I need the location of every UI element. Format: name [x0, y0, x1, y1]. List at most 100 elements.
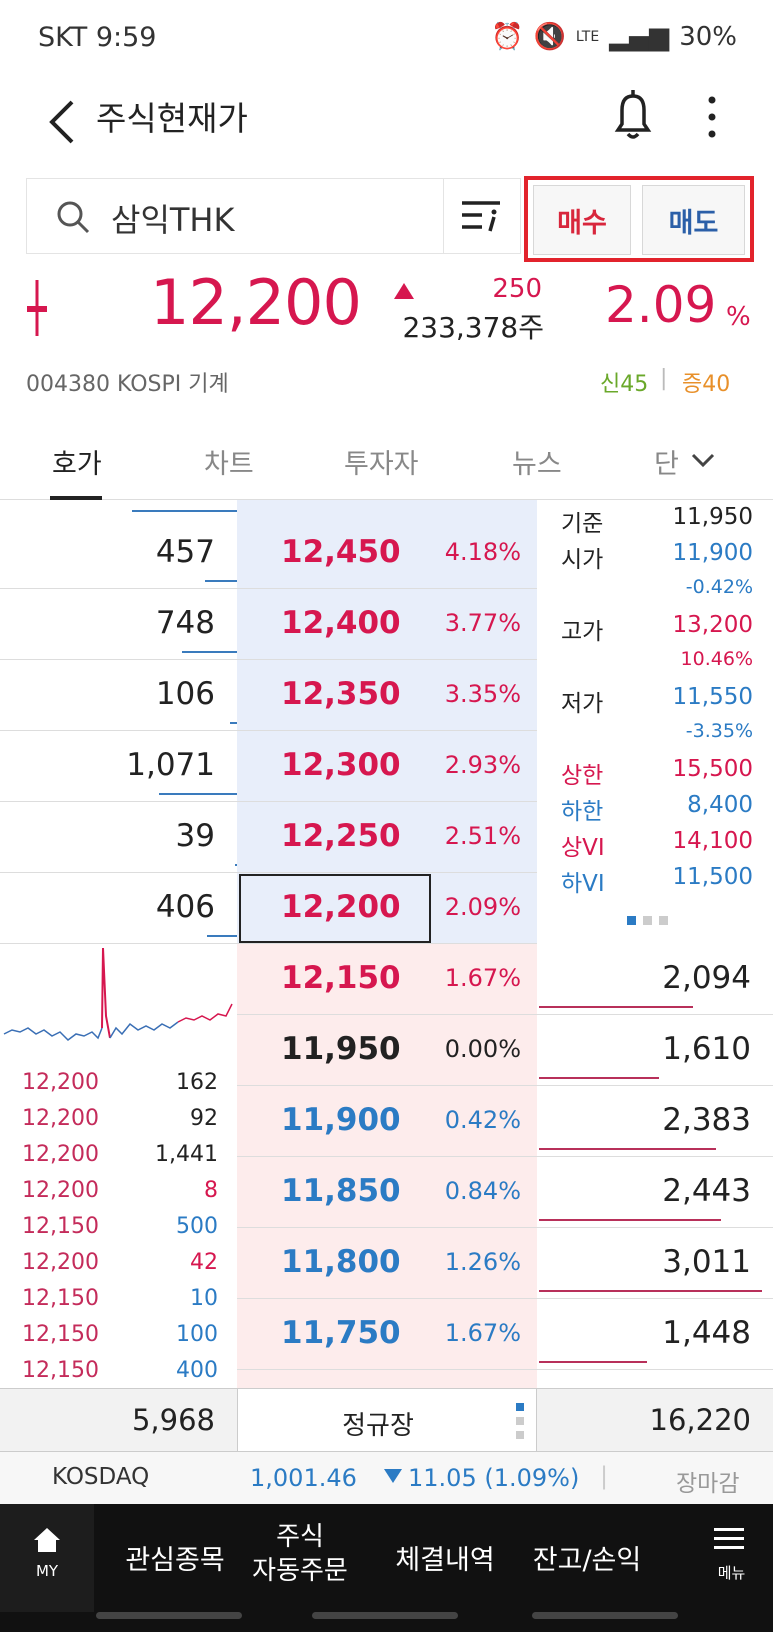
ask-total: 5,968 [0, 1389, 237, 1451]
bid-price: 11,900 [281, 1102, 401, 1138]
tab-chart[interactable]: 차트 [204, 449, 254, 480]
candle-icon [26, 280, 48, 336]
low-price: 11,550 [672, 684, 753, 710]
bid-row[interactable]: 2,094 [537, 944, 773, 1015]
trade-volume: 500 [176, 1214, 218, 1239]
session-selector[interactable]: 정규장 [237, 1389, 537, 1451]
ask-qty: 1,071 [126, 747, 215, 783]
bid-total-value: 16,220 [649, 1403, 751, 1437]
bid-row[interactable]: 1,448 [537, 1299, 773, 1370]
nav-my-label: MY [35, 1562, 59, 1580]
ask-volume-bar [230, 722, 237, 724]
ask-row[interactable]: 406 [0, 873, 237, 944]
trade-price: 12,200 [22, 1178, 99, 1203]
high-label: 고가 [561, 619, 604, 645]
ask-price-row[interactable]: 12,200 2.09% [237, 873, 537, 944]
ask-volume-bar [182, 651, 237, 653]
bell-icon[interactable] [608, 86, 658, 146]
upper-limit-price: 15,500 [672, 756, 753, 782]
buy-button[interactable]: 매수 [533, 185, 631, 255]
bid-row[interactable]: 1,610 [537, 1015, 773, 1086]
nav-balance[interactable]: 잔고/손익 [532, 1545, 642, 1576]
nav-executions[interactable]: 체결내역 [395, 1545, 495, 1576]
price-stats-panel[interactable]: 기준 11,950 시가 11,900 -0.42% 고가 13,200 10.… [537, 500, 773, 944]
index-separator: | [600, 1462, 609, 1490]
ask-volume-bar [235, 864, 237, 866]
bid-price-row[interactable]: 11,900 0.42% [237, 1086, 537, 1157]
bid-rate: 0.42% [444, 1106, 521, 1134]
bid-rate: 1.67% [444, 1319, 521, 1347]
bid-row[interactable]: 2,383 [537, 1086, 773, 1157]
tab-investor[interactable]: 투자자 [344, 449, 419, 480]
trade-price: 12,150 [22, 1358, 99, 1383]
ask-qty: 106 [155, 676, 215, 712]
stock-search[interactable]: 삼익THK [26, 178, 444, 254]
nav-menu[interactable]: 메뉴 [690, 1504, 773, 1612]
lower-limit-label: 하한 [561, 799, 604, 825]
ask-rate: 2.51% [444, 822, 521, 850]
lower-limit-price: 8,400 [687, 792, 753, 818]
bid-row[interactable]: 2,443 [537, 1157, 773, 1228]
alarm-icon: ⏰ [491, 22, 524, 52]
ask-rate: 2.09% [444, 893, 521, 921]
bid-price-row[interactable]: 11,750 1.67% [237, 1299, 537, 1370]
bid-price: 11,800 [281, 1244, 401, 1280]
trade-row: 12,150 400 [22, 1358, 218, 1394]
ask-volume-bar-top [132, 510, 237, 512]
ask-price: 12,350 [281, 676, 401, 712]
trade-volume: 100 [176, 1322, 218, 1347]
ask-price-row[interactable]: 12,400 3.77% [237, 589, 537, 660]
ask-price-row[interactable]: 12,450 4.18% [237, 518, 537, 589]
ask-row[interactable]: 1,071 [0, 731, 237, 802]
nav-auto-order[interactable]: 주식 자동주문 [244, 1520, 356, 1588]
system-gesture-bar [96, 1612, 242, 1619]
sell-button[interactable]: 매도 [642, 185, 745, 255]
trade-row: 12,150 10 [22, 1286, 218, 1322]
bid-price-row[interactable]: 11,800 1.26% [237, 1228, 537, 1299]
ask-price-row[interactable]: 12,250 2.51% [237, 802, 537, 873]
trade-volume: 400 [176, 1358, 218, 1383]
ask-row[interactable]: 457 [0, 518, 237, 589]
back-icon[interactable] [44, 90, 84, 150]
trade-price: 12,150 [22, 1322, 99, 1347]
tab-news[interactable]: 뉴스 [512, 449, 562, 480]
price-change: 250 [492, 274, 542, 304]
ask-row[interactable]: 39 [0, 802, 237, 873]
stock-info-icon[interactable] [443, 178, 521, 254]
stock-code-info: 004380 KOSPI 기계 [26, 372, 229, 397]
nav-my[interactable]: MY [0, 1504, 94, 1612]
bid-price-row[interactable]: 11,950 0.00% [237, 1015, 537, 1086]
ask-price: 12,450 [281, 534, 401, 570]
low-percent: -3.35% [685, 720, 753, 742]
session-more-icon[interactable] [516, 1403, 524, 1439]
menu-icon [714, 1526, 744, 1552]
network-label: LTE [575, 29, 600, 45]
open-price: 11,900 [672, 540, 753, 566]
margin-badge: 증40 [682, 372, 731, 397]
ask-total-value: 5,968 [131, 1403, 215, 1437]
tab-orderbook[interactable]: 호가 [52, 449, 102, 480]
ask-price: 12,300 [281, 747, 401, 783]
ask-price-row[interactable]: 12,350 3.35% [237, 660, 537, 731]
change-percent: 2.09 [605, 276, 717, 334]
bid-qty: 2,443 [662, 1173, 751, 1209]
tab-more[interactable]: 단 [654, 449, 679, 480]
ask-rate: 3.77% [444, 609, 521, 637]
ask-price-row[interactable]: 12,300 2.93% [237, 731, 537, 802]
bid-qty: 2,094 [662, 960, 751, 996]
bid-rate: 1.26% [444, 1248, 521, 1276]
bid-price-row[interactable]: 12,150 1.67% [237, 944, 537, 1015]
ask-row[interactable]: 106 [0, 660, 237, 731]
nav-watchlist[interactable]: 관심종목 [125, 1545, 225, 1576]
bid-price-row[interactable]: 11,850 0.84% [237, 1157, 537, 1228]
ask-rate: 4.18% [444, 538, 521, 566]
bid-row[interactable]: 3,011 [537, 1228, 773, 1299]
index-ticker[interactable]: KOSDAQ 1,001.46 11.05 (1.09%) | 장마감 [0, 1452, 773, 1504]
system-gesture-bar [312, 1612, 458, 1619]
chevron-down-icon[interactable] [690, 448, 716, 472]
order-totals: 5,968 정규장 16,220 [0, 1388, 773, 1452]
ask-row[interactable]: 748 [0, 589, 237, 660]
info-separator: | [660, 366, 668, 391]
bid-volume-bar [539, 1290, 762, 1292]
more-options-icon[interactable] [700, 86, 724, 146]
